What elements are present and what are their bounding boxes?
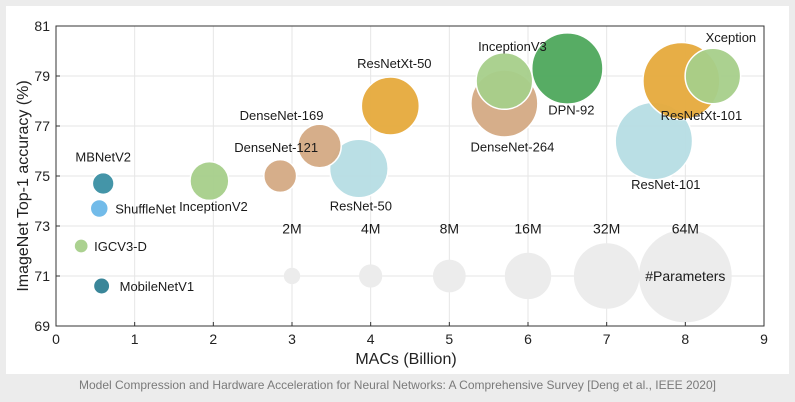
x-tick-label: 7 xyxy=(603,331,611,347)
size-legend-label: 32M xyxy=(593,221,620,237)
bubble-chart: 2M 4M 8M 16M 32M 64M #Parameters MBNetV2 Shuffl… xyxy=(15,18,768,368)
bubble-label: ResNet-101 xyxy=(631,177,700,192)
bubble-label: ResNetXt-101 xyxy=(661,108,743,123)
chart-frame: 2M 4M 8M 16M 32M 64M #Parameters MBNetV2 Shuffl… xyxy=(6,6,789,374)
bubble-label: DenseNet-121 xyxy=(234,140,318,155)
bubbles xyxy=(73,32,742,295)
bubble-inceptionv2 xyxy=(189,160,230,202)
bubble-mbnetv2 xyxy=(91,171,115,196)
bubble-resnet-50 xyxy=(328,138,389,199)
x-axis-label: MACs (Billion) xyxy=(355,351,456,368)
bubble-densenet-121 xyxy=(263,158,298,194)
size-legend-label: 2M xyxy=(282,221,301,237)
y-tick-label: 75 xyxy=(34,168,50,184)
y-tick-label: 79 xyxy=(34,68,50,84)
x-tick-label: 4 xyxy=(367,331,375,347)
size-legend-circle xyxy=(432,259,466,293)
bubble-xception xyxy=(684,47,742,105)
y-tick-label: 69 xyxy=(34,318,50,334)
bubble-label: Xception xyxy=(706,30,757,45)
size-legend-title: #Parameters xyxy=(645,268,725,284)
y-tick-label: 77 xyxy=(34,118,50,134)
size-legend-label: 16M xyxy=(514,221,541,237)
bubble-label: DenseNet-264 xyxy=(470,140,554,155)
x-tick-label: 5 xyxy=(445,331,453,347)
x-tick-label: 0 xyxy=(52,331,60,347)
x-tick-label: 3 xyxy=(288,331,296,347)
bubble-shufflenet xyxy=(89,198,110,219)
bubble-label: ResNetXt-50 xyxy=(357,56,431,71)
bubble-label: MBNetV2 xyxy=(75,150,131,165)
bubble-label: DenseNet-169 xyxy=(240,108,324,123)
bubble-label: ShuffleNet xyxy=(115,202,176,217)
bubble-mobilenetv1 xyxy=(92,277,111,295)
bubble-label: MobileNetV1 xyxy=(120,279,194,294)
x-tick-label: 2 xyxy=(209,331,217,347)
size-legend-label: 4M xyxy=(361,221,380,237)
bubble-dpn-92 xyxy=(530,32,604,105)
x-tick-label: 6 xyxy=(524,331,532,347)
bubble-label: InceptionV2 xyxy=(179,199,248,214)
bubble-densenet-169 xyxy=(297,123,342,169)
bubble-label: IGCV3-D xyxy=(94,239,147,254)
bubble-igcv3-d xyxy=(73,238,90,254)
axis-ticks: 0 1 2 3 4 5 6 7 8 9 69 71 73 75 77 79 81 xyxy=(34,18,768,347)
size-legend-circle xyxy=(359,264,383,288)
size-legend-label: 8M xyxy=(440,221,459,237)
x-tick-label: 1 xyxy=(131,331,139,347)
size-legend-circle xyxy=(573,243,640,309)
size-legend-circle xyxy=(283,267,301,285)
bubble-inceptionv3 xyxy=(475,51,534,111)
y-tick-label: 81 xyxy=(34,18,50,34)
size-legend-circle xyxy=(638,229,732,323)
plot-area-border xyxy=(55,25,765,327)
size-legend: 2M 4M 8M 16M 32M 64M #Parameters xyxy=(282,221,732,323)
bubble-resnetxt-50 xyxy=(360,76,421,136)
y-tick-label: 71 xyxy=(34,268,50,284)
bubble-label: ResNet-50 xyxy=(330,199,392,214)
size-legend-circle xyxy=(504,252,552,300)
size-legend-label: 64M xyxy=(672,221,699,237)
figure-caption: Model Compression and Hardware Accelerat… xyxy=(79,378,716,392)
bubble-labels: MBNetV2 ShuffleNet IGCV3-D MobileNetV1 Incep… xyxy=(75,30,756,294)
bubble-label: InceptionV3 xyxy=(478,39,547,54)
x-tick-label: 8 xyxy=(681,331,689,347)
y-tick-label: 73 xyxy=(34,218,50,234)
x-tick-label: 9 xyxy=(760,331,768,347)
y-axis-label: ImageNet Top-1 accuracy (%) xyxy=(15,80,32,291)
bubble-label: DPN-92 xyxy=(548,103,594,118)
